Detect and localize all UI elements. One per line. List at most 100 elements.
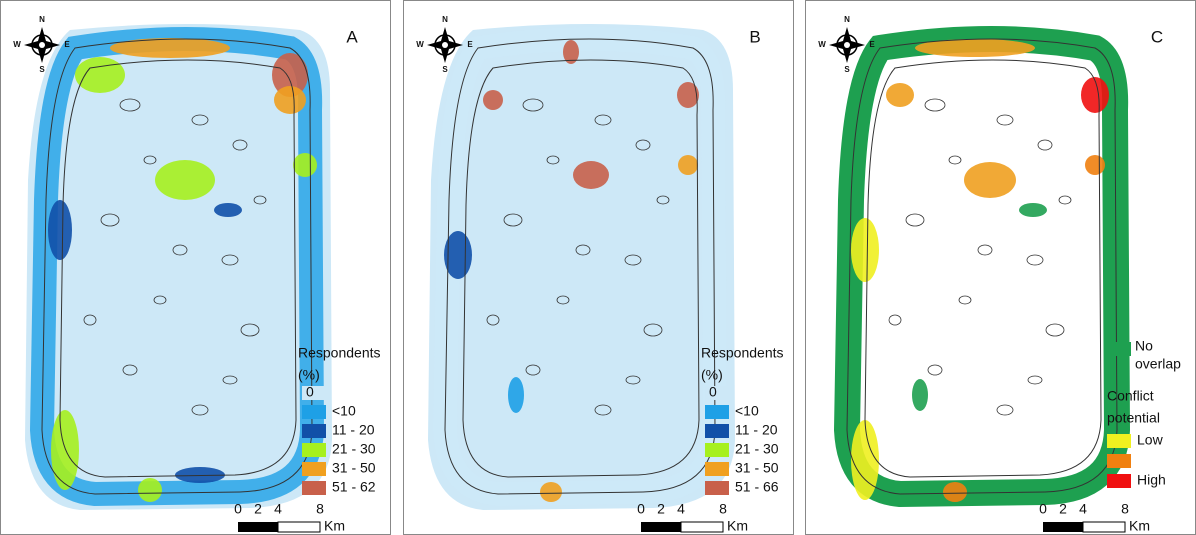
use-zone — [851, 420, 879, 500]
use-zone — [75, 57, 125, 93]
legend-swatch — [705, 443, 729, 457]
use-zone — [1019, 203, 1047, 217]
scale-segment — [1083, 522, 1125, 532]
legend-label: 11 - 20 — [332, 422, 375, 438]
scale-tick-label: 0 — [637, 501, 645, 517]
use-zone — [483, 90, 503, 110]
scale-segment — [238, 522, 278, 532]
scale-unit: Km — [727, 518, 748, 534]
scale-tick-label: 8 — [719, 501, 727, 517]
legend-label: Low — [1137, 432, 1164, 448]
legend-swatch — [705, 481, 729, 495]
compass-label: W — [818, 40, 826, 49]
scale-unit: Km — [324, 518, 345, 534]
use-zone — [573, 161, 609, 189]
legend-title: Conflict — [1107, 388, 1154, 404]
scale-segment — [1043, 522, 1083, 532]
scale-tick-label: 8 — [1121, 501, 1129, 517]
scale-tick-label: 4 — [274, 501, 282, 517]
panel-letter: A — [346, 27, 358, 46]
legend-label: <10 — [735, 403, 759, 419]
panel-letter: C — [1151, 27, 1163, 46]
legend-swatch — [302, 481, 326, 495]
legend-swatch — [302, 424, 326, 438]
compass-label: S — [844, 65, 850, 74]
legend-swatch — [1107, 342, 1131, 356]
scale-tick-label: 0 — [1039, 501, 1047, 517]
use-zone — [508, 377, 524, 413]
use-zone — [110, 38, 230, 58]
legend-label: 0 — [709, 384, 717, 400]
legend-swatch — [302, 405, 326, 419]
use-zone — [138, 478, 162, 502]
use-zone — [155, 160, 215, 200]
use-zone — [677, 82, 699, 108]
scale-unit: Km — [1129, 518, 1150, 534]
scale-segment — [681, 522, 723, 532]
use-zone — [1081, 77, 1109, 113]
use-zone — [886, 83, 914, 107]
legend-title: (%) — [701, 367, 723, 383]
use-zone — [293, 153, 317, 177]
use-zone — [214, 203, 242, 217]
legend-title: Respondents — [701, 345, 784, 361]
use-zone — [851, 218, 879, 282]
legend-swatch — [705, 405, 729, 419]
legend-title: Respondents — [298, 345, 381, 361]
legend-swatch — [705, 462, 729, 476]
scale-tick-label: 4 — [677, 501, 685, 517]
legend-label: High — [1137, 472, 1166, 488]
use-zone — [540, 482, 562, 502]
legend-swatch — [302, 462, 326, 476]
map-panel: NSWEBRespondents(%)0<1011 - 2021 - 3031 … — [404, 1, 794, 535]
legend-swatch — [302, 443, 326, 457]
compass-label: N — [844, 15, 850, 24]
legend-title: potential — [1107, 410, 1160, 426]
scale-tick-label: 2 — [657, 501, 665, 517]
use-zone — [274, 86, 306, 114]
scale-segment — [641, 522, 681, 532]
legend-label: 21 - 30 — [735, 441, 779, 457]
compass-center — [442, 42, 448, 48]
compass-center — [844, 42, 850, 48]
use-zone — [48, 200, 72, 260]
use-zone — [1085, 155, 1105, 175]
legend-label: 0 — [306, 384, 314, 400]
legend-swatch — [705, 424, 729, 438]
compass-label: E — [64, 40, 70, 49]
panel-letter: B — [749, 27, 760, 46]
compass-label: N — [442, 15, 448, 24]
scale-tick-label: 4 — [1079, 501, 1087, 517]
scale-tick-label: 2 — [254, 501, 262, 517]
compass-center — [39, 42, 45, 48]
legend-swatch — [1107, 454, 1131, 468]
compass-label: S — [442, 65, 448, 74]
figure: NSWEARespondents(%)0<1011 - 2021 - 3031 … — [0, 0, 1196, 535]
legend-label: No — [1135, 338, 1153, 354]
legend-label: 31 - 50 — [735, 460, 779, 476]
legend-title: (%) — [298, 367, 320, 383]
compass-label: W — [13, 40, 21, 49]
use-zone — [912, 379, 928, 411]
legend-swatch — [1107, 474, 1131, 488]
legend-label: <10 — [332, 403, 356, 419]
use-zone — [964, 162, 1016, 198]
legend-label: 31 - 50 — [332, 460, 376, 476]
legend-label: 11 - 20 — [735, 422, 778, 438]
scale-tick-label: 8 — [316, 501, 324, 517]
compass-label: S — [39, 65, 45, 74]
legend-label: 51 - 62 — [332, 479, 376, 495]
legend-label: 21 - 30 — [332, 441, 376, 457]
compass-label: N — [39, 15, 45, 24]
scale-segment — [278, 522, 320, 532]
use-zone — [678, 155, 698, 175]
use-zone — [51, 410, 79, 490]
legend-swatch — [1107, 434, 1131, 448]
legend-label: 51 - 66 — [735, 479, 779, 495]
compass-label: E — [467, 40, 473, 49]
compass-label: E — [869, 40, 875, 49]
scale-tick-label: 0 — [234, 501, 242, 517]
compass-label: W — [416, 40, 424, 49]
